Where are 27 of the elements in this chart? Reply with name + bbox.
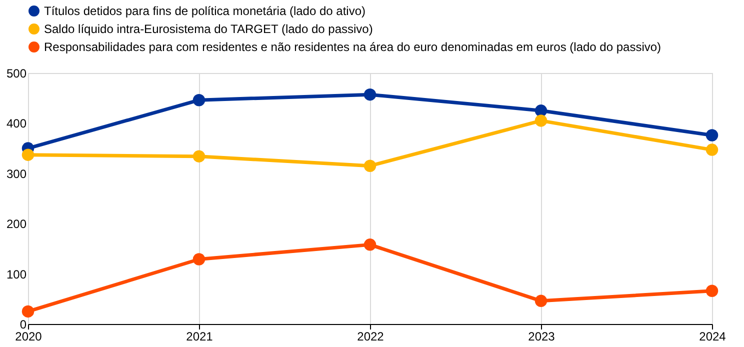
legend-label: Títulos detidos para fins de política monetária (lado do ativo)	[44, 4, 366, 18]
point	[192, 253, 206, 266]
point	[364, 238, 376, 251]
y-tick-label: 100	[6, 267, 27, 282]
y-tick-label: 400	[6, 116, 27, 131]
x-tick-label: 2021	[186, 330, 214, 344]
point	[534, 114, 548, 127]
y-tick-label: 300	[6, 166, 27, 181]
point	[364, 88, 376, 101]
x-tick-label: 2023	[528, 330, 556, 344]
point	[192, 150, 206, 162]
point	[364, 160, 376, 172]
y-tick-label: 200	[6, 217, 27, 232]
point	[706, 144, 718, 156]
point	[706, 284, 718, 297]
x-tick-label: 2024	[699, 330, 726, 344]
point	[192, 94, 206, 106]
point	[22, 305, 34, 318]
legend-label: Responsabilidades para com residentes e não residentes na área do euro denominadas em euros (lado do passivo)	[44, 40, 662, 54]
legend-label: Saldo líquido intra-Eurosistema do TARGET (lado do passivo)	[44, 22, 373, 36]
point	[534, 294, 548, 308]
point	[22, 148, 34, 161]
point	[706, 129, 718, 142]
x-tick-label: 2020	[15, 330, 42, 344]
y-tick-label: 500	[6, 66, 27, 80]
y-tick-label: 0	[20, 318, 27, 332]
x-tick-label: 2022	[357, 330, 384, 344]
